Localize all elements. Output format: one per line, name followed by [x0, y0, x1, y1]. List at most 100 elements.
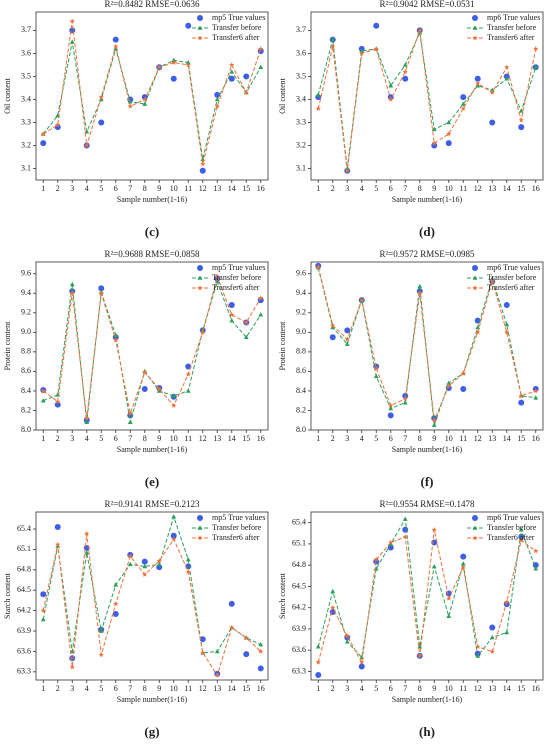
point	[417, 644, 423, 649]
x-tick-label: 4	[85, 184, 89, 193]
point	[127, 103, 133, 109]
point	[243, 334, 249, 340]
x-tick-label: 9	[432, 434, 436, 443]
point	[344, 633, 350, 639]
point	[142, 101, 148, 106]
x-tick-label: 12	[474, 184, 482, 193]
point	[387, 412, 394, 419]
y-axis-label: Protein content	[3, 321, 12, 370]
point	[171, 402, 177, 408]
point	[518, 108, 524, 113]
point	[55, 392, 61, 397]
panel-caption: (d)	[419, 224, 435, 239]
x-tick-label: 6	[389, 184, 393, 193]
y-tick-label: 64.2	[17, 605, 31, 614]
y-tick-label: 3.1	[296, 163, 306, 172]
point	[98, 628, 104, 633]
y-tick-label: 64.8	[17, 565, 31, 574]
x-tick-label: 11	[459, 184, 467, 193]
x-tick-label: 11	[184, 184, 192, 193]
y-tick-label: 3.2	[21, 140, 31, 149]
point	[446, 119, 452, 125]
point	[460, 370, 466, 376]
legend-label: Transfer before	[487, 23, 537, 32]
point	[489, 624, 496, 631]
plot-frame	[35, 11, 269, 181]
x-tick-label: 7	[128, 684, 132, 693]
legend-label: Transfer before	[212, 523, 262, 532]
point	[69, 664, 75, 670]
point	[214, 648, 220, 654]
point	[489, 648, 495, 654]
legend-marker	[197, 25, 203, 30]
point	[504, 64, 510, 70]
x-tick-label: 1	[41, 434, 45, 443]
legend-marker	[197, 265, 203, 271]
legend-marker	[197, 535, 203, 541]
y-axis-label: Starch content	[278, 572, 287, 619]
point	[185, 363, 192, 370]
y-tick-label: 8.2	[296, 405, 306, 414]
x-tick-label: 6	[389, 684, 393, 693]
point	[475, 324, 481, 330]
y-tick-label: 8.0	[21, 425, 31, 434]
chart-title: R²=0.9554 RMSE=0.1478	[379, 499, 475, 509]
point	[156, 388, 162, 393]
point	[258, 648, 264, 654]
y-tick-label: 63.9	[292, 624, 306, 633]
x-tick-label: 5	[99, 684, 103, 693]
x-tick-label: 3	[345, 434, 349, 443]
x-axis-label: Sample number(1-16)	[392, 445, 463, 454]
point	[402, 526, 409, 533]
x-tick-label: 2	[56, 684, 60, 693]
point	[489, 277, 495, 283]
point	[40, 591, 47, 598]
point	[475, 653, 481, 658]
legend-marker	[472, 515, 478, 521]
chart-panel: R²=0.9141 RMSE=0.2123 63.3 63.6 63.9 64.2 64.…	[3, 499, 269, 739]
point	[55, 541, 61, 547]
x-tick-label: 7	[128, 184, 132, 193]
x-tick-label: 10	[170, 434, 178, 443]
x-tick-label: 8	[143, 684, 147, 693]
point	[69, 18, 75, 24]
chart-panel: R²=0.9554 RMSE=0.1478 63.3 63.6 63.9 64.2 64.…	[278, 499, 544, 739]
legend-label: mp5 True values	[212, 263, 265, 272]
point	[373, 556, 379, 562]
legend-label: mp6 True values	[487, 513, 540, 522]
x-tick-label: 5	[99, 434, 103, 443]
legend-label: Transfer6 after	[212, 283, 260, 292]
series-line	[317, 529, 537, 664]
x-tick-label: 14	[228, 434, 236, 443]
point	[127, 410, 133, 416]
point	[69, 39, 75, 44]
point	[156, 561, 162, 567]
point	[98, 94, 104, 100]
point	[330, 37, 336, 42]
point	[112, 611, 119, 618]
point	[69, 281, 75, 287]
y-tick-label: 3.4	[296, 94, 306, 103]
point	[330, 588, 336, 594]
x-tick-label: 9	[157, 184, 161, 193]
x-tick-label: 9	[157, 434, 161, 443]
legend-label: Transfer before	[487, 523, 537, 532]
x-tick-label: 11	[459, 684, 467, 693]
chart-title: R²=0.9572 RMSE=0.0985	[379, 249, 475, 259]
point	[243, 651, 250, 658]
legend-label: Transfer6 after	[487, 533, 535, 542]
point	[315, 659, 321, 665]
x-tick-label: 3	[70, 434, 74, 443]
point	[200, 649, 206, 656]
x-tick-label: 4	[360, 684, 364, 693]
legend-label: Transfer6 after	[487, 33, 535, 42]
point	[113, 601, 119, 607]
point	[112, 36, 119, 43]
x-tick-label: 3	[345, 684, 349, 693]
point	[258, 64, 264, 70]
series-line	[317, 266, 536, 423]
point	[171, 536, 177, 542]
x-tick-label: 13	[213, 184, 221, 193]
point	[40, 616, 46, 622]
